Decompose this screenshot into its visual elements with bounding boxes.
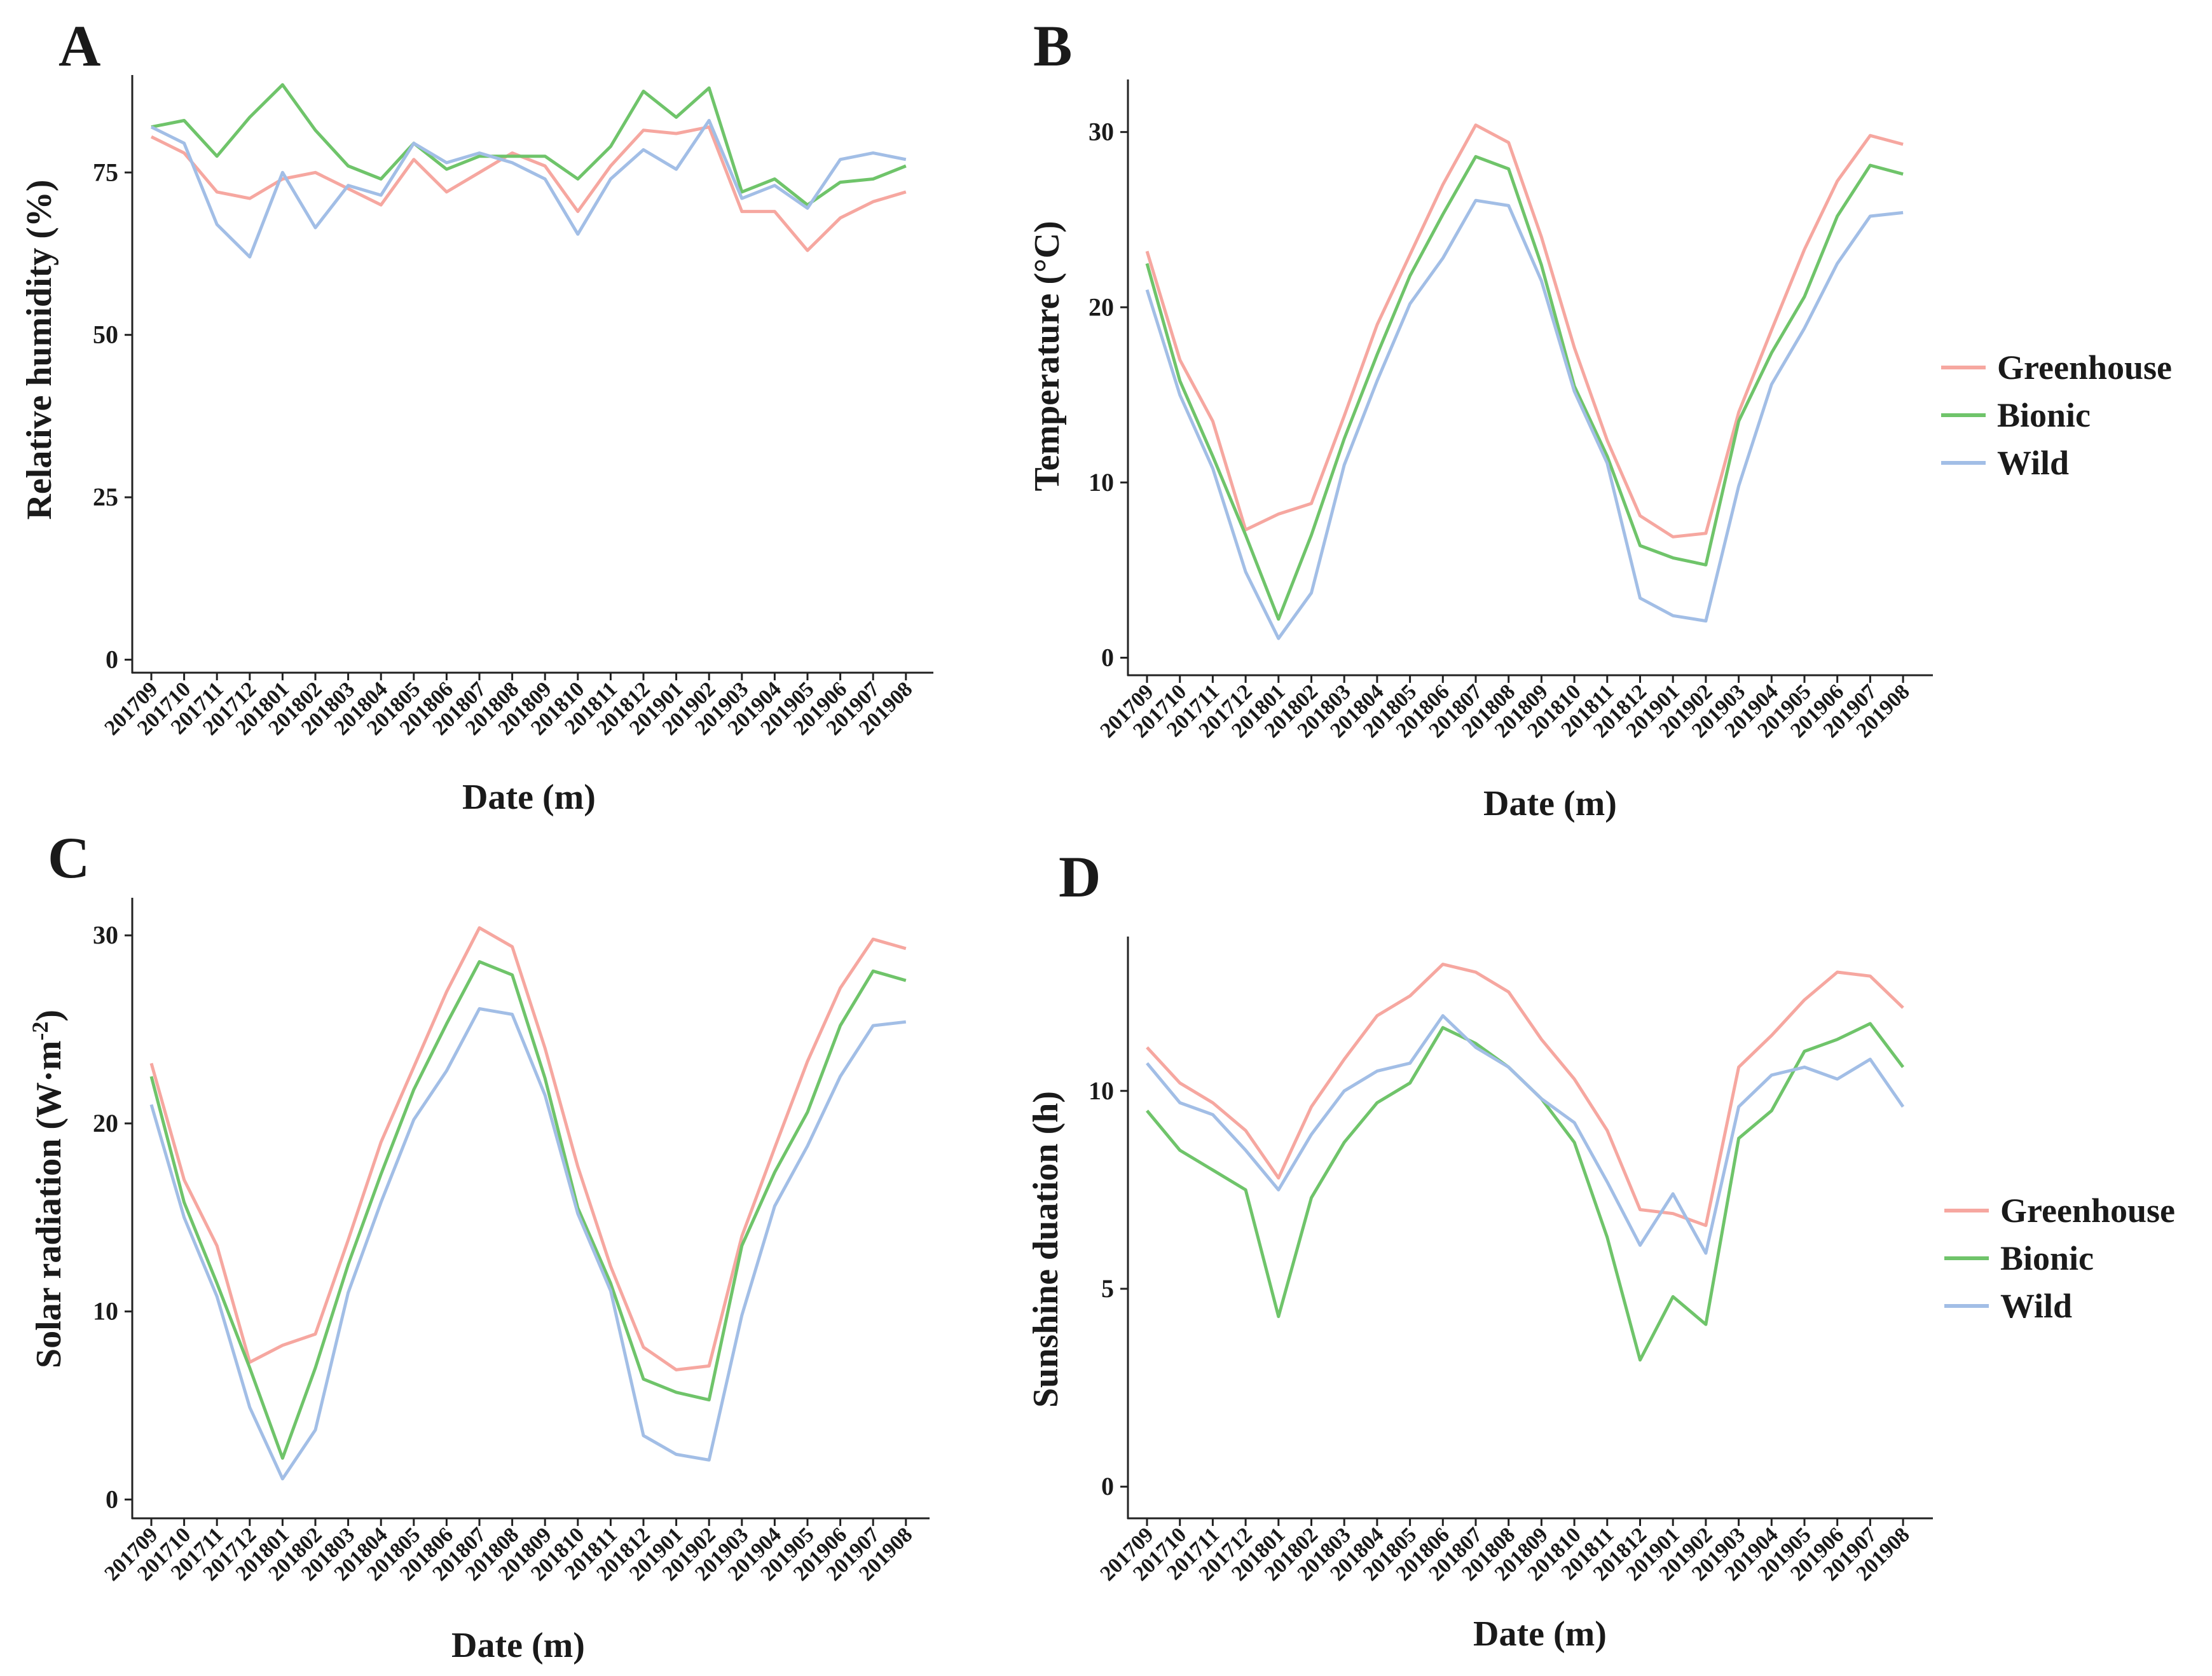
panel-a-letter: A	[58, 13, 100, 78]
panel-a-plot: 0255075201709201710201711201712201801201…	[93, 75, 933, 740]
panel-a-series-bionic	[151, 83, 907, 207]
legend-label-greenhouse: Greenhouse	[1997, 348, 2172, 387]
panel-b-x-axis-title: Date (m)	[1483, 784, 1617, 823]
panel-b-y-tick-label: 10	[1089, 468, 1114, 497]
panel-d-series-bionic	[1146, 1022, 1905, 1362]
panel-b-series-greenhouse	[1145, 123, 1904, 539]
panel-d-series-greenhouse	[1146, 963, 1904, 1227]
panel-d-x-axis-title: Date (m)	[1473, 1614, 1607, 1654]
panel-c-y-title-end: )	[29, 1010, 69, 1022]
panel-a-y-tick-label: 0	[106, 645, 118, 674]
panel-a-y-tick-label: 75	[93, 158, 118, 186]
panel-c-y-title-sup: -2	[27, 1022, 53, 1041]
panel-c-y-axis-title: Solar radiation (W·m-2)	[27, 1010, 69, 1368]
panel-d-y-axis-title: Sunshine duation (h)	[1026, 1091, 1066, 1408]
panel-b-plot: 0102030201709201710201711201712201801201…	[1089, 79, 1933, 743]
panel-d-series-wild	[1146, 1014, 1905, 1255]
legend-d: Greenhouse Bionic Wild	[1944, 1192, 2175, 1325]
panel-b-y-tick-label: 0	[1101, 643, 1114, 671]
legend-label-greenhouse: Greenhouse	[2000, 1192, 2175, 1230]
panel-b-series-wild	[1145, 198, 1904, 640]
panel-a-x-axis-title: Date (m)	[462, 778, 596, 817]
panel-a-y-axis-title: Relative humidity (%)	[20, 179, 59, 519]
panel-c-y-tick-label: 10	[93, 1297, 118, 1326]
panel-d-y-tick-label: 5	[1101, 1274, 1114, 1303]
panel-a-series-wild	[150, 119, 907, 259]
panel-a-y-tick-label: 50	[93, 320, 118, 349]
panel-c-y-tick-label: 30	[93, 921, 118, 949]
panel-a: A Relative humidity (%) Date (m) 0 25 50 75…	[20, 13, 933, 817]
panel-c-plot: 0102030201709201710201711201712201801201…	[93, 898, 930, 1586]
panel-c: C Solar radiation (W·m-2) Date (m) 0 10 20…	[27, 825, 930, 1665]
panel-b-y-tick-label: 30	[1089, 118, 1114, 146]
panel-c-letter: C	[48, 825, 90, 890]
panel-c-x-axis-title: Date (m)	[451, 1626, 585, 1665]
legend-label-wild: Wild	[2000, 1287, 2072, 1325]
panel-c-series-greenhouse	[149, 926, 907, 1371]
panel-c-series-wild	[149, 1007, 907, 1481]
panel-d: D Sunshine duation (h) Date (m) 05102017…	[1026, 844, 1933, 1654]
panel-b: B Temperature (°C) Date (m) 010203020170…	[1027, 13, 1933, 823]
panel-c-series-bionic	[149, 960, 907, 1460]
panel-d-letter: D	[1059, 844, 1101, 909]
panel-c-y-tick-label: 0	[106, 1485, 118, 1513]
panel-b-letter: B	[1033, 13, 1072, 78]
legend-label-wild: Wild	[1997, 444, 2069, 482]
legend-label-bionic: Bionic	[1997, 396, 2091, 434]
panel-b-series-bionic	[1145, 155, 1904, 621]
legend-b: Greenhouse Bionic Wild	[1941, 348, 2172, 482]
panel-d-y-tick-label: 0	[1101, 1472, 1114, 1501]
panel-c-y-title-main: Solar radiation (W·m	[29, 1041, 69, 1368]
panel-a-series-greenhouse	[150, 125, 907, 252]
panel-a-y-tick-label: 25	[93, 483, 118, 511]
panel-d-plot: 0510201709201710201711201712201801201802…	[1089, 937, 1933, 1586]
panel-b-y-axis-title: Temperature (°C)	[1027, 221, 1067, 491]
panel-c-y-tick-label: 20	[93, 1109, 118, 1137]
panel-b-y-tick-label: 20	[1089, 292, 1114, 321]
panel-d-y-tick-label: 10	[1089, 1076, 1114, 1105]
legend-label-bionic: Bionic	[2000, 1239, 2094, 1277]
